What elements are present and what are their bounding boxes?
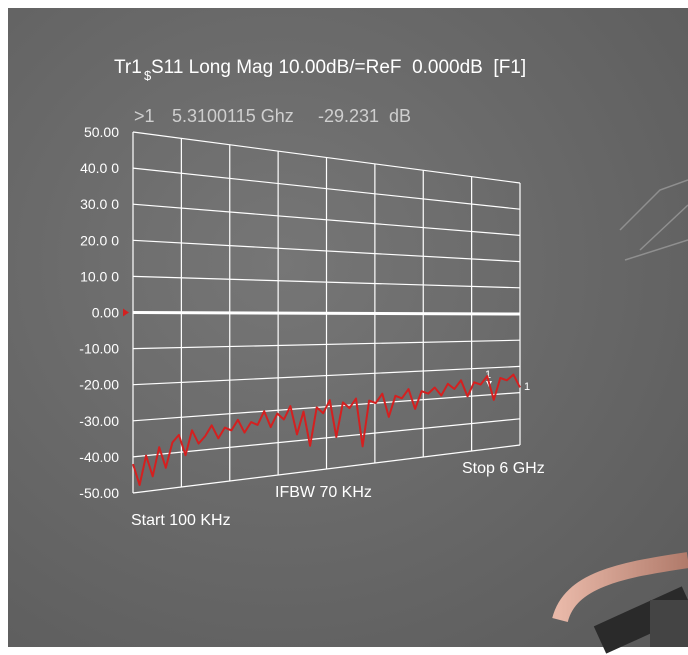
marker-label: 1 [485, 369, 491, 381]
y-tick-label: 10.0 0 [80, 268, 119, 284]
trace-name: Tr1 [114, 57, 142, 78]
grid-line [132, 418, 521, 458]
background [8, 8, 688, 647]
y-tick-label: -20.00 [79, 377, 119, 393]
y-tick-label: 0.00 [92, 305, 119, 321]
logo-outline [619, 179, 688, 261]
grid-line [132, 167, 521, 210]
start-annotation: Start 100 KHz [131, 512, 231, 529]
y-tick-label: 30.0 0 [80, 196, 119, 212]
grid-line [132, 239, 521, 263]
stop-annotation: Stop 6 GHz [462, 460, 545, 477]
ifbw-annotation: IFBW 70 KHz [275, 484, 372, 501]
grid-line [132, 339, 521, 350]
y-tick-label: -30.00 [79, 413, 119, 429]
y-tick-label: 20.0 0 [80, 232, 119, 248]
grid-line [132, 311, 521, 316]
trace-sub: $ [144, 68, 152, 83]
marker-id: >1 [134, 106, 155, 126]
grid-line [132, 131, 521, 184]
marker-value: -29.231 dB [318, 106, 411, 126]
y-tick-label: 50.00 [84, 124, 119, 140]
y-tick-label: -10.00 [79, 341, 119, 357]
y-tick-label: 40.0 0 [80, 160, 119, 176]
y-tick-label: -40.00 [79, 449, 119, 465]
marker-frequency: 5.3100115 Ghz [172, 106, 294, 126]
connector [650, 600, 688, 647]
title-group: Tr1 $ S11 Long Mag 10.00dB/=ReF 0.000dB … [114, 57, 526, 83]
grid-line [132, 444, 521, 494]
reference-marker [123, 308, 129, 317]
y-tick-label: -50.00 [79, 485, 119, 501]
cable-decoration [552, 552, 688, 654]
grid-line [132, 365, 521, 386]
chart-title: S11 Long Mag 10.00dB/=ReF 0.000dB [F1] [151, 57, 526, 78]
grid-line [132, 275, 521, 289]
marker-readout: >1 5.3100115 Ghz -29.231 dB [134, 106, 411, 126]
marker-label: 1 [524, 381, 530, 393]
trace-line [132, 373, 521, 486]
grid-line [132, 203, 521, 236]
